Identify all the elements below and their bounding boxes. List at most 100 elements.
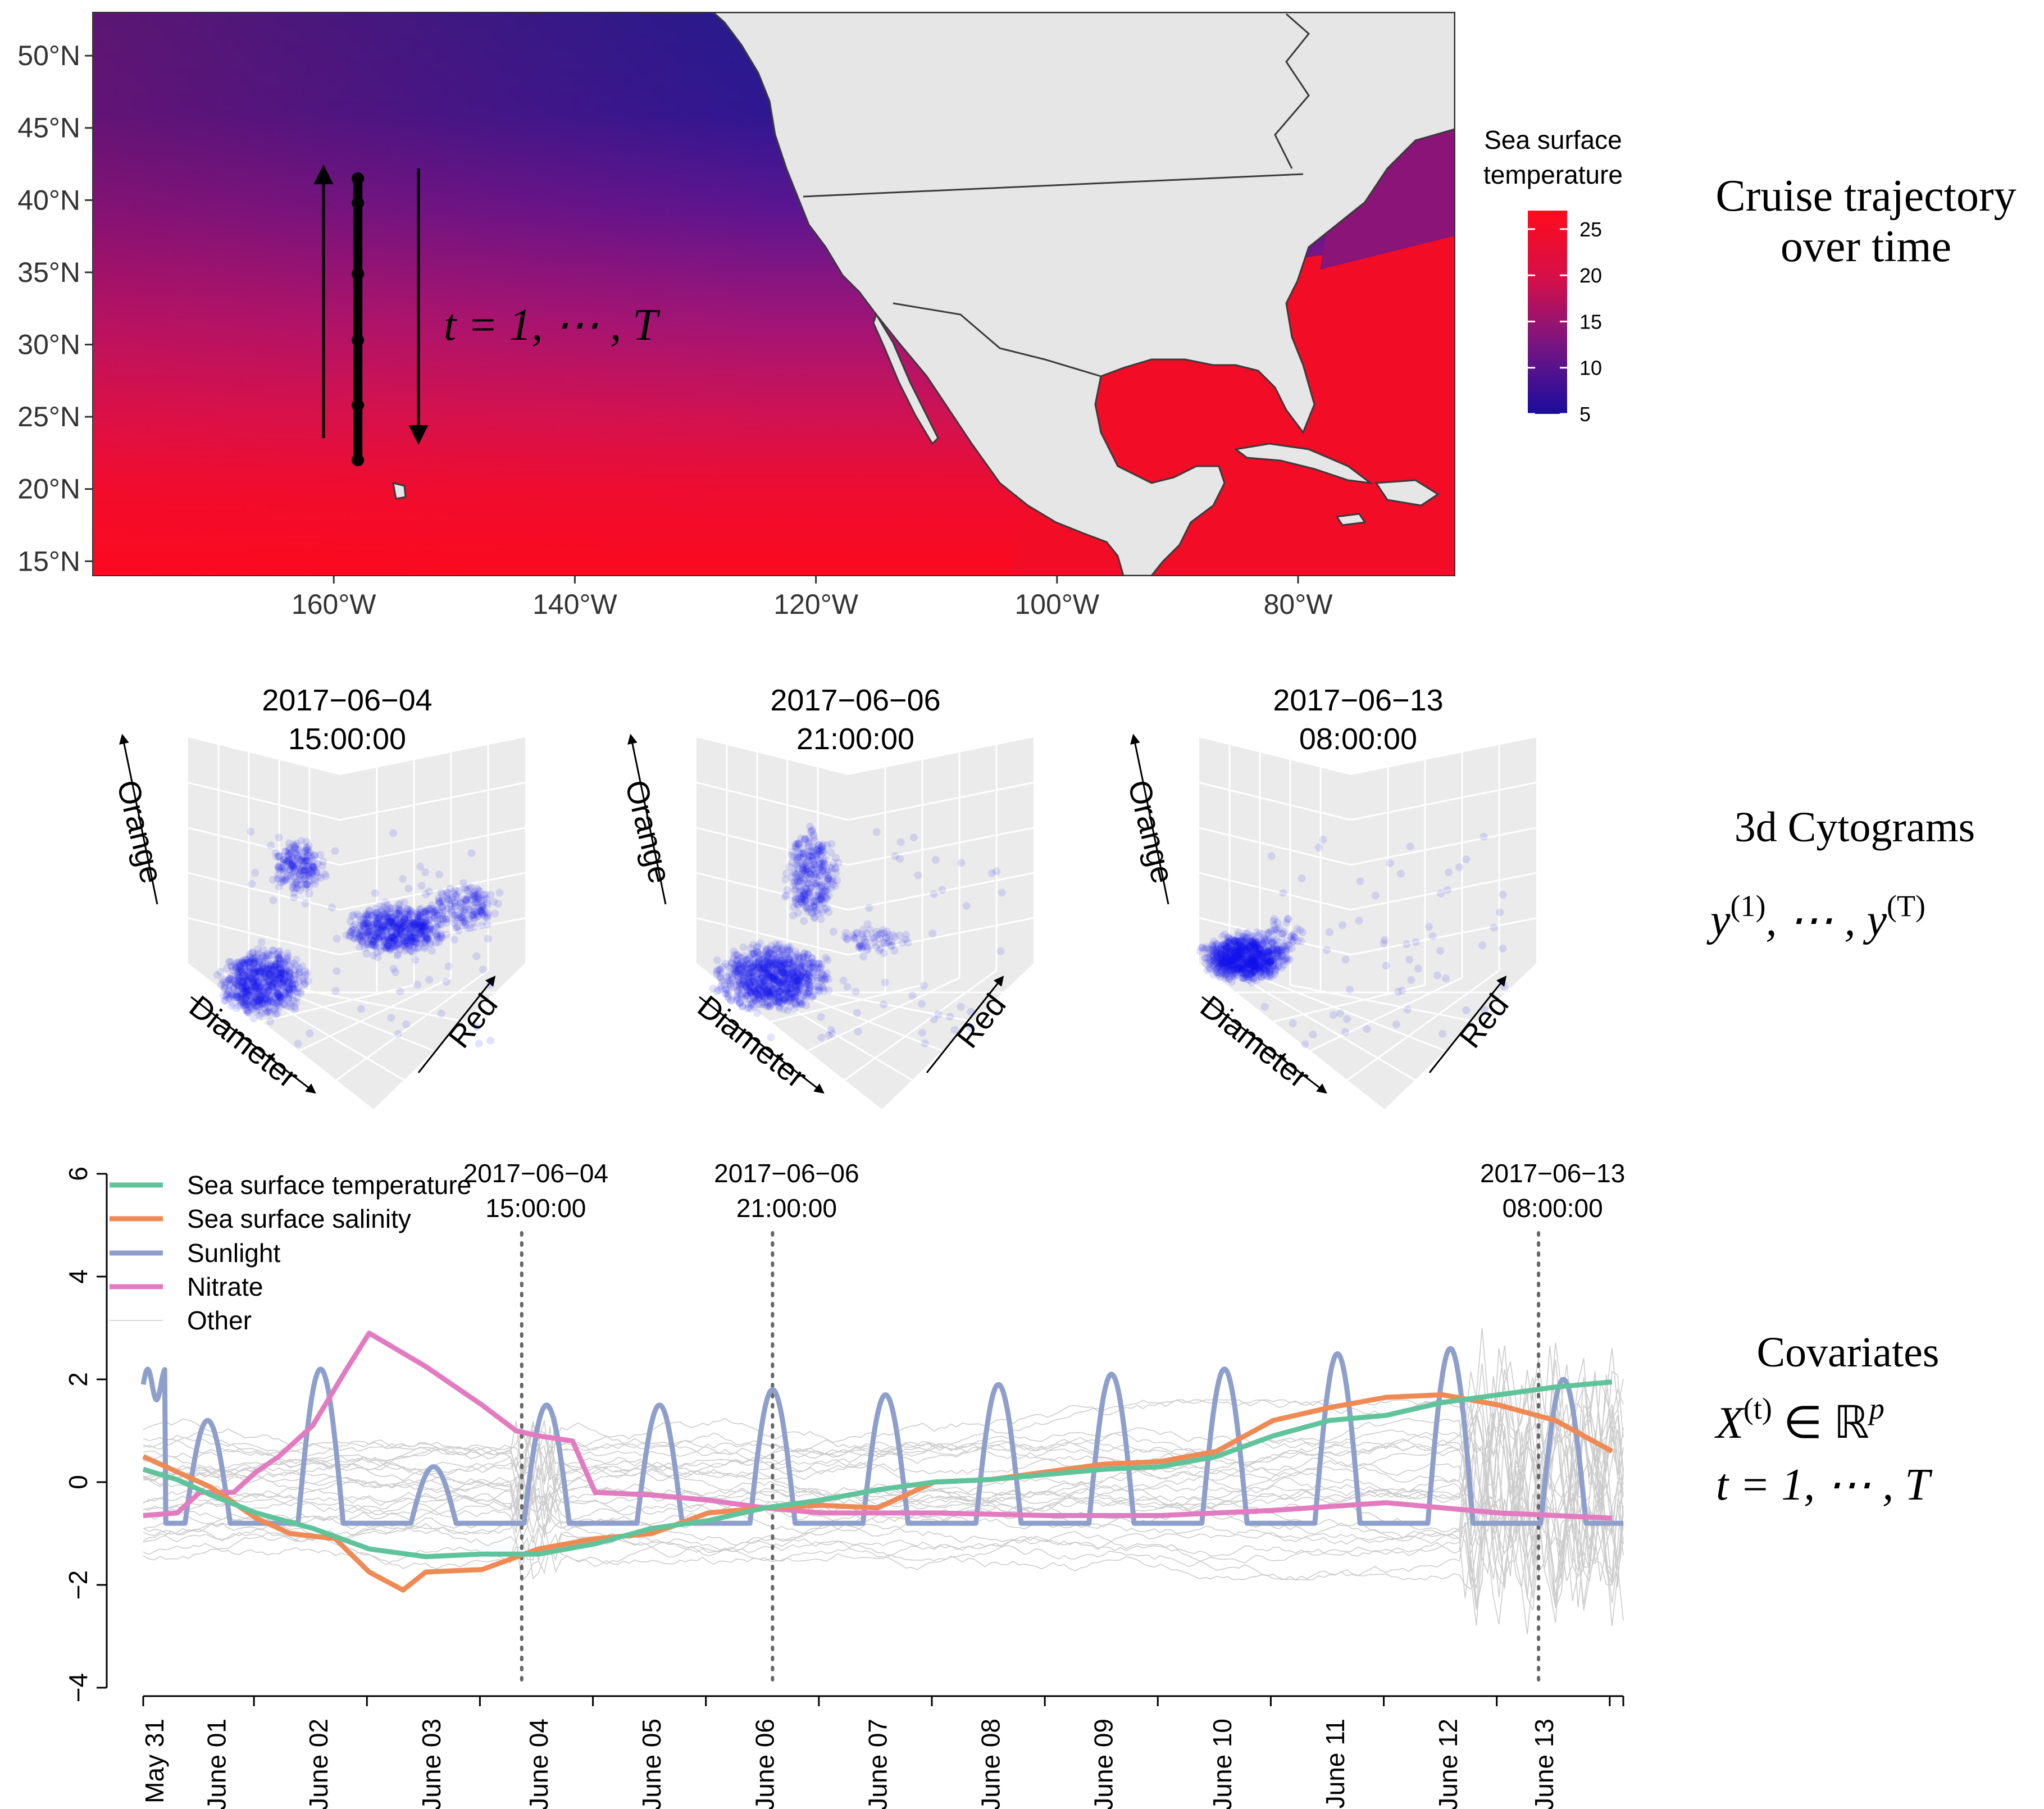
cytogram-point xyxy=(408,908,416,917)
cytogram-point xyxy=(288,855,296,864)
cytogram-point xyxy=(411,921,419,929)
cytogram-point xyxy=(770,978,778,986)
cytogram-point xyxy=(406,933,415,941)
cytogram-point xyxy=(226,990,235,999)
cytogram-point xyxy=(294,859,303,868)
cytogram-point xyxy=(443,931,451,939)
cytogram-point xyxy=(314,872,322,881)
cytogram-point xyxy=(474,906,482,914)
cytogram-point xyxy=(277,973,285,982)
cytogram-point xyxy=(295,870,304,878)
cytogram-point xyxy=(757,994,766,1003)
cytogram-point xyxy=(226,975,234,983)
cytogram-point xyxy=(474,891,482,899)
cytogram-point xyxy=(358,937,366,945)
cytogram-point xyxy=(444,904,452,913)
marker-date: 2017−06−06 xyxy=(714,1159,859,1188)
cytogram-point xyxy=(406,946,415,955)
cytogram-point xyxy=(771,960,780,968)
other-covariates xyxy=(143,1328,1624,1635)
cytogram-point xyxy=(275,863,283,872)
cytogram-point xyxy=(720,981,729,989)
cytogram-point xyxy=(729,972,737,980)
cytogram-point xyxy=(363,920,371,928)
grid-line xyxy=(848,917,1034,956)
cytogram-point xyxy=(400,915,409,924)
cytogram-point xyxy=(447,896,456,905)
cytogram-point xyxy=(787,990,796,998)
cytogram-point xyxy=(361,923,370,932)
cytogram-point xyxy=(390,936,399,945)
cytogram-point xyxy=(763,998,771,1006)
cytogram-point xyxy=(785,955,793,963)
cytogram-point xyxy=(303,851,312,860)
cytogram-point xyxy=(372,909,380,917)
cytogram-point xyxy=(249,965,258,974)
cytogram-point xyxy=(471,887,479,896)
cytogram-point xyxy=(438,934,446,942)
cytogram-point xyxy=(271,1006,279,1015)
cytogram-point xyxy=(791,968,800,976)
cytogram-point xyxy=(283,949,292,958)
cytogram-point xyxy=(234,977,243,985)
cytogram-point xyxy=(277,858,285,866)
cytogram-point xyxy=(413,915,422,923)
cytogram-point xyxy=(792,977,800,986)
cytogram-point xyxy=(777,999,785,1008)
cytogram-point xyxy=(784,964,792,973)
x-tick-label: June 09 xyxy=(1089,1719,1118,1809)
cytogram-point xyxy=(450,899,459,908)
cytogram-point xyxy=(725,970,734,978)
cytogram-point xyxy=(285,846,294,854)
grid-line xyxy=(696,781,849,821)
cytogram-point xyxy=(770,970,779,979)
cytogram-point xyxy=(465,905,474,914)
cytogram-point xyxy=(390,923,398,931)
cytogram-point xyxy=(303,871,311,880)
cytogram-point xyxy=(759,988,768,996)
cytogram-point xyxy=(422,932,431,940)
cytogram-point xyxy=(777,982,786,991)
cytogram-point xyxy=(236,962,244,969)
cytogram-point xyxy=(483,901,491,909)
cytogram-point xyxy=(780,959,788,968)
cruise-trajectory xyxy=(352,172,365,467)
cytogram-point xyxy=(780,994,789,1003)
cytogram-point xyxy=(380,909,389,917)
cytogram-point xyxy=(333,967,341,976)
cytogram-point xyxy=(373,924,381,933)
cytogram-point xyxy=(747,988,755,997)
cytogram-point xyxy=(772,955,781,964)
cytogram-point xyxy=(384,942,392,950)
cytogram-point xyxy=(243,991,252,999)
cytogram-point xyxy=(274,950,282,958)
cytogram-point xyxy=(368,941,377,949)
cytogram-point xyxy=(734,960,743,969)
cytogram-point xyxy=(256,979,265,987)
cytogram-point xyxy=(802,974,810,982)
cytogram-point xyxy=(938,886,946,894)
cytogram-point xyxy=(278,875,286,883)
cytogram-point xyxy=(412,926,421,935)
cytogram-point xyxy=(276,973,284,981)
cytogram-point xyxy=(780,980,789,988)
cytogram-point xyxy=(422,917,430,925)
cytogram-point xyxy=(457,898,465,906)
cytogram-point xyxy=(237,968,245,977)
cytogram-point xyxy=(296,868,304,876)
cytogram-point xyxy=(730,951,739,959)
cytogram-point xyxy=(413,935,422,943)
cytogram-point xyxy=(785,979,794,987)
cytogram-point xyxy=(445,894,453,903)
cytogram-point xyxy=(764,990,773,998)
cytogram-point xyxy=(480,891,488,899)
lat-tick-label: 50°N xyxy=(17,40,80,71)
cytogram-point xyxy=(400,910,409,918)
cytogram-point xyxy=(782,988,791,997)
cytogram-title: 3d Cytograms xyxy=(1735,804,1975,851)
cytogram-point xyxy=(738,1003,746,1011)
cytogram-point xyxy=(762,985,770,994)
cytogram-point xyxy=(249,977,257,986)
cytogram-point xyxy=(301,858,309,866)
